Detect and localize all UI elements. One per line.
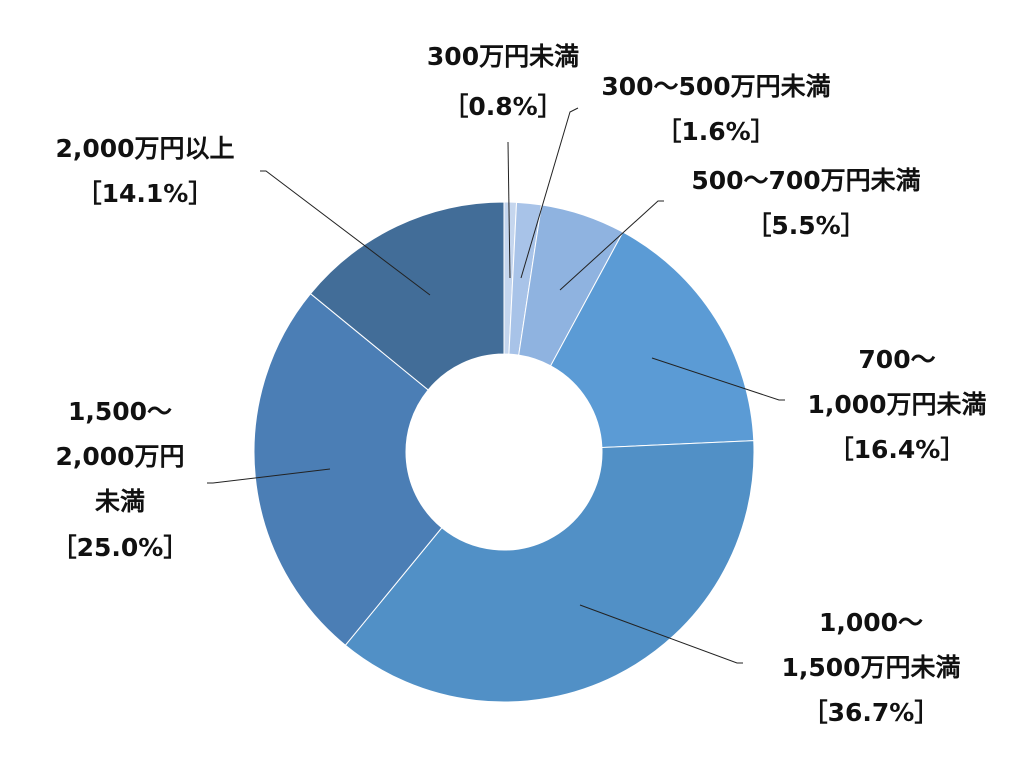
slice-value-label-6: ［14.1%］ <box>77 179 214 208</box>
leader-line-3 <box>651 357 785 401</box>
slice-category-label-5: 2,000万円 <box>55 442 184 471</box>
slice-category-label-0: 300万円未満 <box>427 42 579 71</box>
leader-line-6 <box>260 170 431 296</box>
slice-value-label-5: ［25.0%］ <box>52 533 189 562</box>
slice-category-label-3: 700～ <box>858 345 935 374</box>
slice-value-label-3: ［16.4%］ <box>829 435 966 464</box>
slices <box>253 201 755 703</box>
slice-category-label-2: 500～700万円未満 <box>691 166 920 195</box>
slice-4 <box>344 440 755 703</box>
slice-value-label-1: ［1.6%］ <box>656 117 775 146</box>
slice-category-label-4: 1,500万円未満 <box>781 653 960 682</box>
slice-category-label-6: 2,000万円以上 <box>55 134 234 163</box>
slice-category-label-5: 未満 <box>95 487 145 516</box>
leader-line-5 <box>207 468 331 484</box>
slice-category-label-3: 1,000万円未満 <box>807 390 986 419</box>
slice-value-label-2: ［5.5%］ <box>746 211 865 240</box>
slice-category-label-5: 1,500～ <box>68 397 172 426</box>
leader-line-0 <box>507 141 511 279</box>
leader-line-2 <box>559 200 664 291</box>
slice-category-label-4: 1,000～ <box>819 608 923 637</box>
slice-value-label-4: ［36.7%］ <box>803 698 940 727</box>
slice-category-label-1: 300～500万円未満 <box>601 72 830 101</box>
leader-line-1 <box>520 107 579 279</box>
leader-lines <box>207 107 785 664</box>
slice-6 <box>309 201 505 391</box>
slice-3 <box>549 231 755 449</box>
slice-5 <box>253 292 443 646</box>
slice-value-label-0: ［0.8%］ <box>443 92 562 121</box>
leader-line-4 <box>579 604 743 664</box>
data-labels: 300万円未満 ［0.8%］ 300～500万円未満 ［1.6%］ 500～700万円未… <box>52 42 987 727</box>
